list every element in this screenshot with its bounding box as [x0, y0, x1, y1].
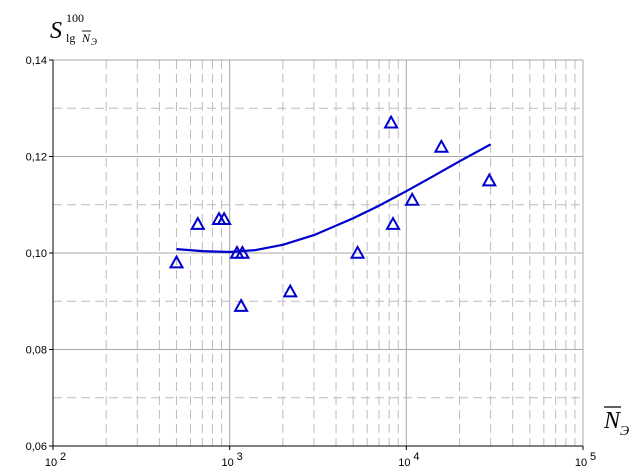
- axes: [49, 59, 584, 450]
- y-title-subscript-prefix: lg: [66, 31, 75, 45]
- series: [168, 114, 497, 312]
- x-tick-label: 10: [398, 457, 410, 469]
- y-axis-title: S 100 lg N Э: [50, 11, 97, 47]
- x-tick-exponent: 5: [590, 451, 596, 463]
- data-point-triangle: [433, 138, 450, 153]
- x-title-subscript: Э: [620, 424, 629, 439]
- data-point-triangle: [282, 283, 298, 298]
- data-point-triangle: [233, 298, 249, 312]
- data-point-triangle: [168, 254, 185, 269]
- y-tick-label: 0,14: [26, 55, 47, 67]
- y-title-subscript-var: N: [81, 31, 91, 45]
- y-tick-label: 0,08: [26, 345, 47, 357]
- y-tick-labels: 0,06 0,08 0,10 0,12 0,14: [26, 55, 47, 453]
- y-title-subscript-index: Э: [91, 37, 97, 47]
- y-tick-label: 0,12: [26, 152, 47, 164]
- data-point-triangle: [216, 211, 232, 225]
- y-tick-label: 0,06: [26, 441, 47, 453]
- data-point-triangle: [385, 216, 401, 230]
- data-point-triangle: [349, 244, 366, 259]
- data-point-triangle: [190, 216, 206, 230]
- y-title-main: S: [50, 18, 62, 44]
- y-title-superscript: 100: [66, 11, 84, 25]
- x-tick-exponent: 3: [237, 451, 243, 463]
- x-tick-label: 10: [45, 457, 57, 469]
- x-tick-labels: 10 2 10 3 10 4 10 5: [45, 451, 596, 469]
- data-point-triangle: [481, 172, 497, 187]
- data-point-triangle: [404, 191, 420, 206]
- x-tick-label: 10: [222, 457, 234, 469]
- x-tick-exponent: 2: [60, 451, 66, 463]
- trend-curve: [176, 143, 492, 254]
- x-title-main: N: [603, 408, 622, 434]
- x-axis-title: N Э: [603, 406, 629, 439]
- data-point-triangle: [383, 114, 399, 129]
- x-tick-label: 10: [575, 457, 587, 469]
- grid: [52, 59, 584, 447]
- x-tick-exponent: 4: [413, 451, 419, 463]
- y-tick-label: 0,10: [26, 248, 47, 260]
- data-point-triangle: [234, 244, 251, 259]
